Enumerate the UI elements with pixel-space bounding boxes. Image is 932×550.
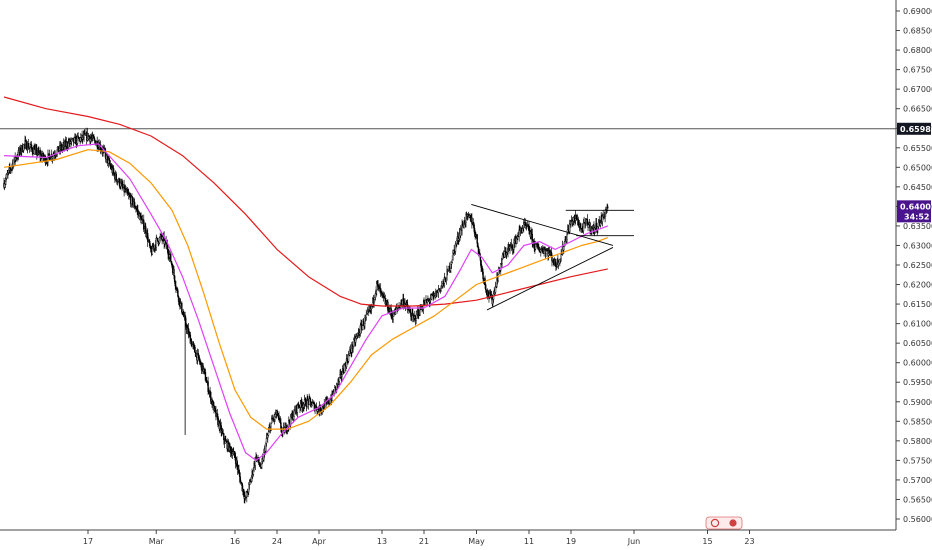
last-price-badge — [897, 200, 931, 223]
price-badges: 0.65986 0.6400134:52 — [897, 122, 932, 223]
x-tick-label: May — [468, 537, 485, 546]
trendline[interactable] — [486, 247, 614, 311]
last-price-label: 0.64001 — [900, 202, 932, 211]
candle-body — [415, 318, 417, 321]
x-tick-label: 19 — [566, 537, 576, 546]
candles — [3, 127, 609, 504]
candle-body — [607, 206, 609, 209]
x-tick-label: Apr — [312, 537, 327, 546]
candle-body — [173, 269, 175, 276]
candle-body — [181, 303, 183, 313]
candle-body — [106, 154, 108, 157]
trendline[interactable] — [471, 203, 614, 246]
plot-area[interactable] — [0, 96, 896, 504]
y-tick-label: 0.56000 — [903, 515, 932, 524]
candle-body — [267, 431, 270, 436]
x-tick-label: 13 — [377, 537, 387, 546]
horizontal-level-badge — [897, 122, 931, 135]
candle-body — [5, 174, 8, 179]
candle-body — [484, 284, 487, 291]
x-tick-label: Mar — [149, 537, 165, 546]
x-tick-label: Jun — [627, 537, 641, 546]
x-axis-ticks[interactable]: 17 Mar 16 24 Apr 13 21 May 11 19 Jun 15 23 — [83, 530, 755, 546]
x-tick-label: 23 — [744, 537, 754, 546]
x-tick-label: 11 — [524, 537, 534, 546]
candle-body — [589, 222, 591, 232]
candle-body — [309, 398, 312, 403]
candle-body — [353, 339, 355, 347]
x-tick-label: 16 — [230, 537, 240, 546]
x-tick-label: 21 — [419, 537, 429, 546]
chart-settings-icon[interactable] — [705, 516, 743, 530]
candle-body — [169, 253, 172, 262]
candle-body — [194, 346, 196, 353]
x-tick-label: 15 — [702, 537, 712, 546]
candle-body — [382, 293, 385, 297]
x-tick-label: 24 — [272, 537, 282, 546]
candle-body — [482, 271, 484, 280]
bar-countdown-timer: 34:52 — [904, 212, 929, 221]
candle-body — [588, 224, 590, 228]
candle-body — [156, 237, 159, 242]
candle-body — [445, 280, 448, 283]
horizontal-level-label: 0.65986 — [900, 125, 932, 134]
candle-body — [497, 274, 499, 281]
candle-body — [597, 221, 600, 228]
ma-mid-line[interactable] — [3, 149, 609, 430]
candle-body — [476, 234, 478, 244]
ma-fast-line[interactable] — [3, 143, 609, 461]
ma-slow-line[interactable] — [3, 96, 608, 307]
candle-body — [115, 173, 117, 180]
x-tick-label: 17 — [83, 537, 93, 546]
candle-body — [563, 246, 565, 251]
